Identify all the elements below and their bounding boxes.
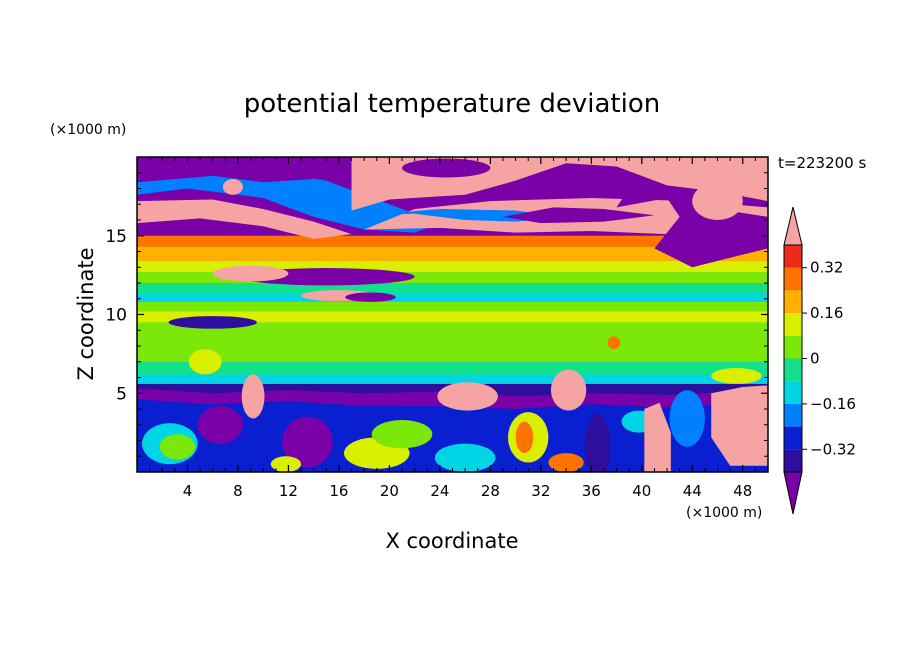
y-tick-label: 10: [105, 306, 127, 326]
colorbar-segment: [784, 267, 802, 291]
field-region-warm: [711, 385, 768, 466]
colorbar-segment: [784, 358, 802, 382]
field-band: [137, 235, 768, 247]
field-region-cool: [282, 416, 333, 468]
colorbar-segment: [784, 381, 802, 404]
colorbar-segment: [784, 313, 802, 336]
x-axis: 4 8 12 16 20 24 28 32 36 40 44 48: [149, 157, 756, 500]
x-tick-label: 32: [531, 482, 550, 500]
colorbar-tick-label: −0.32: [810, 440, 856, 458]
field-region-warm: [515, 421, 534, 454]
field-band-mid: [137, 322, 768, 362]
x-tick-label: 4: [183, 482, 193, 500]
y-axis: 5 10 15: [105, 172, 768, 457]
field-band: [137, 294, 768, 302]
colorbar-tick-label: −0.16: [810, 395, 856, 413]
y-unit-label: (×1000 m): [50, 122, 126, 138]
colorbar-tick-label: 0.16: [810, 304, 843, 322]
x-tick-label: 28: [481, 482, 500, 500]
x-tick-label: 48: [733, 482, 752, 500]
field-region-warm: [241, 374, 265, 419]
field-band: [137, 246, 768, 261]
field-region-warm: [437, 382, 498, 411]
chart-title: potential temperature deviation: [244, 89, 660, 119]
colorbar-segment: [784, 403, 802, 427]
colorbar-tick-label: 0: [810, 350, 820, 368]
field-band: [137, 361, 768, 375]
field-region-cool: [616, 188, 768, 268]
field-region: [270, 456, 302, 472]
field-region-warm: [692, 182, 743, 221]
x-tick-label: 20: [380, 482, 399, 500]
colorbar-extend-max: [783, 206, 803, 246]
field-region-cool: [402, 158, 491, 178]
x-axis-label: X coordinate: [385, 529, 518, 553]
field-region-warm: [607, 336, 621, 350]
colorbar-segment: [784, 290, 802, 314]
field-band: [137, 283, 768, 295]
field-region-cool: [168, 316, 257, 329]
field-region-cool: [585, 413, 611, 472]
time-label: t=223200 s: [778, 154, 866, 172]
colorbar-segment: [784, 426, 802, 450]
field-region: [188, 349, 222, 375]
colorbar: 0.32 0.16 0 −0.16 −0.32: [783, 206, 856, 515]
x-tick-label: 44: [683, 482, 702, 500]
field-region: [159, 434, 196, 460]
field-band: [137, 311, 768, 323]
field-region-warm: [660, 161, 712, 184]
y-axis-label: Z coordinate: [74, 247, 98, 380]
colorbar-tick-label: 0.32: [810, 259, 843, 277]
field-band: [137, 271, 768, 283]
y-tick-label: 15: [105, 227, 127, 247]
field-region-warm: [548, 453, 584, 472]
field-region-warm: [212, 265, 289, 282]
field-region: [434, 443, 496, 472]
colorbar-extend-min: [783, 471, 803, 515]
field-band: [137, 301, 768, 312]
field-region-warm: [550, 369, 587, 411]
field-band: [137, 374, 768, 384]
field-region: [137, 169, 440, 233]
field-band: [137, 260, 768, 272]
x-tick-label: 8: [233, 482, 243, 500]
field-region-warm: [222, 179, 244, 195]
field-region-warm: [137, 199, 352, 239]
x-tick-label: 40: [632, 482, 651, 500]
x-tick-label: 16: [329, 482, 348, 500]
x-tick-label: 36: [582, 482, 601, 500]
field-region-warm: [644, 402, 671, 472]
y-tick-label: 5: [116, 384, 127, 404]
field-region-cool: [502, 207, 655, 224]
colorbar-segment: [784, 335, 802, 359]
x-tick-label: 24: [430, 482, 449, 500]
field-region: [711, 368, 762, 384]
field-region-cool: [345, 292, 396, 302]
field-region: [669, 390, 705, 447]
plot-area: [137, 157, 768, 472]
field-region: [371, 420, 433, 449]
field-region-cool: [137, 160, 314, 183]
colorbar-segment: [784, 245, 802, 268]
x-tick-label: 12: [279, 482, 298, 500]
colorbar-segment: [784, 449, 802, 472]
x-unit-label: (×1000 m): [686, 505, 762, 521]
field-region-cool: [197, 405, 244, 444]
